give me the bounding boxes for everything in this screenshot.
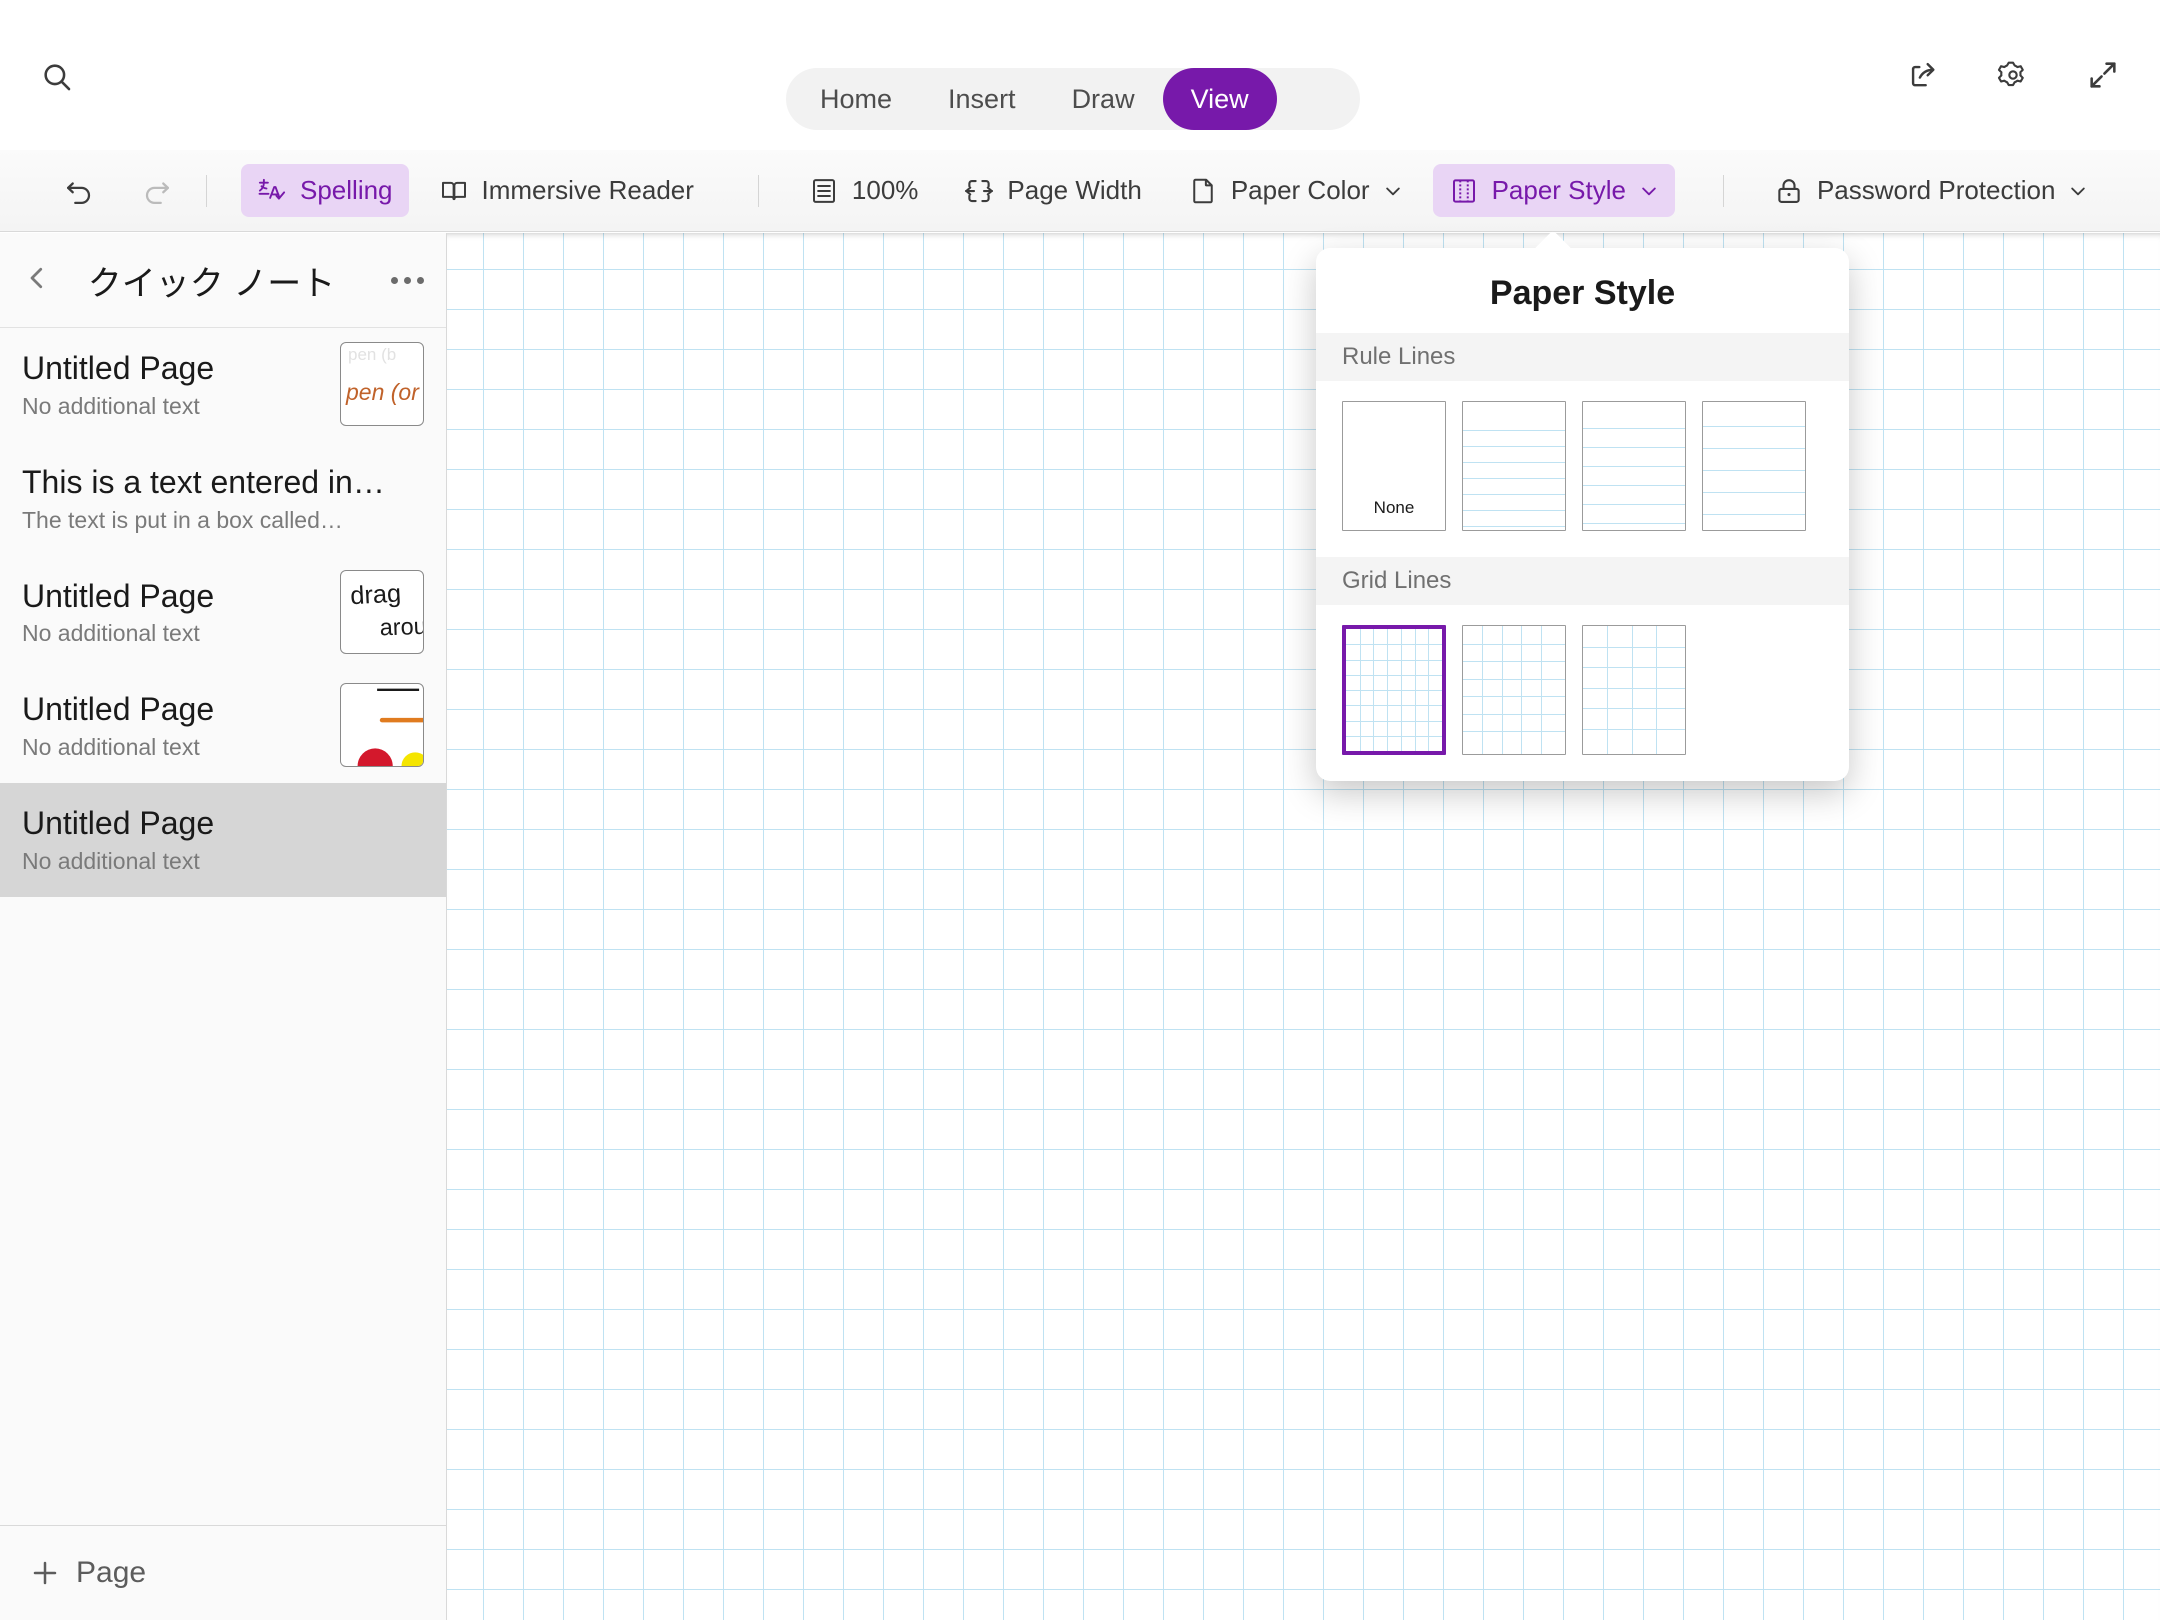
svg-text:drag: drag bbox=[350, 579, 402, 610]
svg-text:arou: arou bbox=[379, 612, 423, 640]
